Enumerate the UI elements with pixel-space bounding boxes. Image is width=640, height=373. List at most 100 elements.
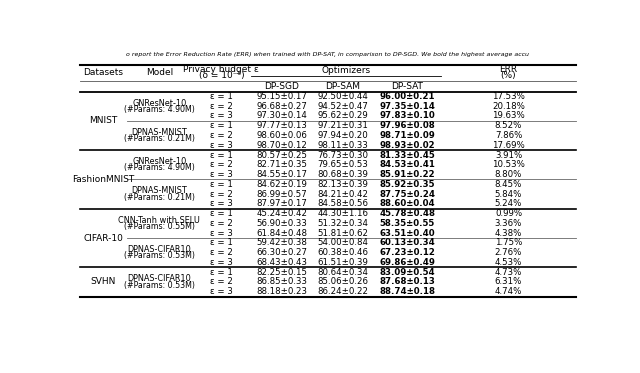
- Text: 3.36%: 3.36%: [495, 219, 522, 228]
- Text: 17.69%: 17.69%: [492, 141, 525, 150]
- Text: 98.11±0.33: 98.11±0.33: [317, 141, 368, 150]
- Text: ε = 1: ε = 1: [210, 151, 233, 160]
- Text: 86.85±0.33: 86.85±0.33: [256, 278, 307, 286]
- Text: 80.64±0.34: 80.64±0.34: [317, 268, 369, 277]
- Text: 96.68±0.27: 96.68±0.27: [256, 102, 307, 111]
- Text: 81.33±0.45: 81.33±0.45: [380, 151, 435, 160]
- Text: 80.68±0.39: 80.68±0.39: [317, 170, 368, 179]
- Text: 85.92±0.35: 85.92±0.35: [380, 180, 435, 189]
- Text: ε = 1: ε = 1: [210, 180, 233, 189]
- Text: ε = 2: ε = 2: [210, 219, 233, 228]
- Text: ε = 3: ε = 3: [210, 170, 233, 179]
- Text: 84.58±0.56: 84.58±0.56: [317, 200, 369, 209]
- Text: 4.74%: 4.74%: [495, 287, 522, 296]
- Text: (#Params: 0.53M): (#Params: 0.53M): [124, 251, 195, 260]
- Text: Privacy budget ε: Privacy budget ε: [184, 65, 259, 74]
- Text: DPNAS-CIFAR10: DPNAS-CIFAR10: [127, 275, 191, 283]
- Text: 84.62±0.19: 84.62±0.19: [256, 180, 307, 189]
- Text: 8.80%: 8.80%: [495, 170, 522, 179]
- Text: ε = 3: ε = 3: [210, 141, 233, 150]
- Text: 80.57±0.25: 80.57±0.25: [256, 151, 307, 160]
- Text: 66.30±0.27: 66.30±0.27: [256, 248, 307, 257]
- Text: 2.76%: 2.76%: [495, 248, 522, 257]
- Text: 88.60±0.04: 88.60±0.04: [380, 200, 435, 209]
- Text: ε = 3: ε = 3: [210, 200, 233, 209]
- Text: 84.21±0.42: 84.21±0.42: [317, 189, 369, 198]
- Text: DP-SAT: DP-SAT: [392, 82, 423, 91]
- Text: 0.99%: 0.99%: [495, 209, 522, 218]
- Text: 94.52±0.47: 94.52±0.47: [317, 102, 368, 111]
- Text: 5.84%: 5.84%: [495, 189, 522, 198]
- Text: (#Params: 4.90M): (#Params: 4.90M): [124, 163, 195, 172]
- Text: 58.35±0.55: 58.35±0.55: [380, 219, 435, 228]
- Text: 87.75±0.24: 87.75±0.24: [380, 189, 435, 198]
- Text: CNN-Tanh with SELU: CNN-Tanh with SELU: [118, 216, 200, 225]
- Text: 56.90±0.33: 56.90±0.33: [256, 219, 307, 228]
- Text: ε = 2: ε = 2: [210, 189, 233, 198]
- Text: DPNAS-CIFAR10: DPNAS-CIFAR10: [127, 245, 191, 254]
- Text: 4.73%: 4.73%: [495, 268, 522, 277]
- Text: ε = 1: ε = 1: [210, 209, 233, 218]
- Text: SVHN: SVHN: [91, 278, 116, 286]
- Text: 45.24±0.42: 45.24±0.42: [256, 209, 307, 218]
- Text: 88.74±0.18: 88.74±0.18: [380, 287, 435, 296]
- Text: 45.78±0.48: 45.78±0.48: [380, 209, 435, 218]
- Text: 79.65±0.53: 79.65±0.53: [317, 160, 368, 169]
- Text: 76.73±0.30: 76.73±0.30: [317, 151, 369, 160]
- Text: ERR: ERR: [499, 65, 518, 74]
- Text: 82.13±0.39: 82.13±0.39: [317, 180, 368, 189]
- Text: FashionMNIST: FashionMNIST: [72, 175, 134, 184]
- Text: (%): (%): [500, 71, 516, 81]
- Text: GNResNet-10: GNResNet-10: [132, 157, 186, 166]
- Text: 95.62±0.29: 95.62±0.29: [317, 112, 368, 120]
- Text: Model: Model: [146, 68, 173, 77]
- Text: 96.00±0.21: 96.00±0.21: [380, 92, 435, 101]
- Text: 97.83±0.10: 97.83±0.10: [380, 112, 435, 120]
- Text: ε = 1: ε = 1: [210, 268, 233, 277]
- Text: (#Params: 0.21M): (#Params: 0.21M): [124, 134, 195, 143]
- Text: o report the Error Reduction Rate (ERR) when trained with DP-SAT, in comparison : o report the Error Reduction Rate (ERR) …: [127, 52, 529, 57]
- Text: Optimizers: Optimizers: [321, 66, 371, 75]
- Text: ε = 1: ε = 1: [210, 92, 233, 101]
- Text: (#Params: 0.21M): (#Params: 0.21M): [124, 193, 195, 202]
- Text: 85.06±0.26: 85.06±0.26: [317, 278, 369, 286]
- Text: 6.31%: 6.31%: [495, 278, 522, 286]
- Text: 59.42±0.38: 59.42±0.38: [256, 238, 307, 247]
- Text: 82.25±0.15: 82.25±0.15: [256, 268, 307, 277]
- Text: 17.53%: 17.53%: [492, 92, 525, 101]
- Text: MNIST: MNIST: [90, 116, 118, 125]
- Text: 51.32±0.34: 51.32±0.34: [317, 219, 369, 228]
- Text: 83.09±0.54: 83.09±0.54: [380, 268, 435, 277]
- Text: 3.91%: 3.91%: [495, 151, 522, 160]
- Text: 98.71±0.09: 98.71±0.09: [380, 131, 435, 140]
- Text: 54.00±0.84: 54.00±0.84: [317, 238, 369, 247]
- Text: 67.23±0.12: 67.23±0.12: [380, 248, 435, 257]
- Text: ε = 2: ε = 2: [210, 102, 233, 111]
- Text: ε = 3: ε = 3: [210, 229, 233, 238]
- Text: 20.18%: 20.18%: [492, 102, 525, 111]
- Text: 7.86%: 7.86%: [495, 131, 522, 140]
- Text: 8.52%: 8.52%: [495, 121, 522, 130]
- Text: 19.63%: 19.63%: [492, 112, 525, 120]
- Text: DP-SAM: DP-SAM: [325, 82, 360, 91]
- Text: 82.71±0.35: 82.71±0.35: [256, 160, 307, 169]
- Text: 97.96±0.08: 97.96±0.08: [380, 121, 435, 130]
- Text: ε = 2: ε = 2: [210, 248, 233, 257]
- Text: 92.50±0.44: 92.50±0.44: [317, 92, 368, 101]
- Text: ε = 3: ε = 3: [210, 258, 233, 267]
- Text: 4.53%: 4.53%: [495, 258, 522, 267]
- Text: ε = 1: ε = 1: [210, 121, 233, 130]
- Text: 98.93±0.02: 98.93±0.02: [380, 141, 435, 150]
- Text: 86.99±0.57: 86.99±0.57: [256, 189, 307, 198]
- Text: 69.86±0.49: 69.86±0.49: [380, 258, 435, 267]
- Text: 44.30±1.16: 44.30±1.16: [317, 209, 369, 218]
- Text: (#Params: 0.55M): (#Params: 0.55M): [124, 222, 195, 231]
- Text: 85.91±0.22: 85.91±0.22: [380, 170, 435, 179]
- Text: GNResNet-10: GNResNet-10: [132, 98, 186, 107]
- Text: 97.35±0.14: 97.35±0.14: [380, 102, 435, 111]
- Text: 5.24%: 5.24%: [495, 200, 522, 209]
- Text: ε = 2: ε = 2: [210, 131, 233, 140]
- Text: (#Params: 0.53M): (#Params: 0.53M): [124, 280, 195, 289]
- Text: 8.45%: 8.45%: [495, 180, 522, 189]
- Text: 63.51±0.40: 63.51±0.40: [380, 229, 435, 238]
